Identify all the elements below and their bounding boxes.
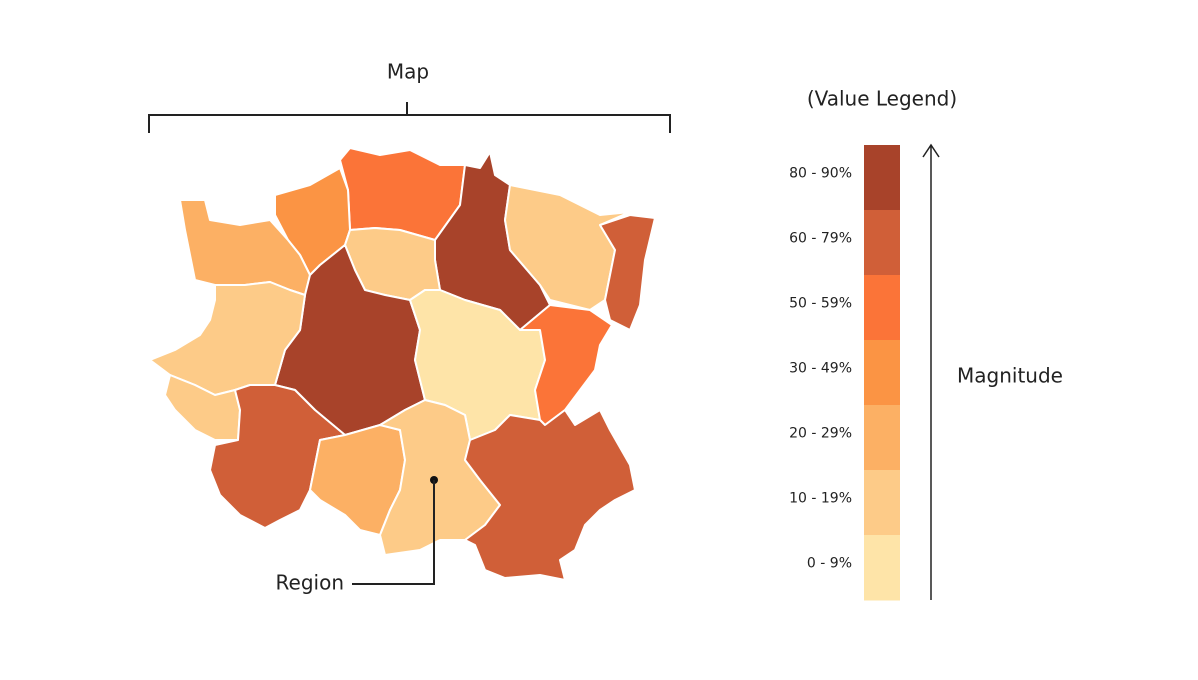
legend-label: 10 - 19%: [789, 491, 852, 507]
legend: 80 - 90% 60 - 79% 50 - 59% 30 - 49% 20 - 29%…: [789, 145, 900, 601]
callout-label: Region: [276, 571, 344, 595]
legend-swatch: [864, 405, 900, 471]
legend-swatch: [864, 275, 900, 341]
legend-axis-label: Magnitude: [957, 364, 1063, 388]
map-bracket: [148, 102, 671, 133]
legend-swatch: [864, 340, 900, 406]
map: [149, 147, 656, 581]
legend-label: 80 - 90%: [789, 166, 852, 182]
legend-swatch: [864, 470, 900, 536]
legend-label: 60 - 79%: [789, 231, 852, 247]
legend-swatch: [864, 145, 900, 211]
region: [464, 409, 636, 581]
legend-label: 20 - 29%: [789, 426, 852, 442]
legend-title: (Value Legend): [807, 87, 957, 111]
callout-line: [352, 480, 435, 585]
legend-swatch: [864, 535, 900, 601]
region: [599, 214, 656, 331]
legend-swatch: [864, 210, 900, 276]
region: [209, 384, 346, 529]
legend-label: 0 - 9%: [807, 556, 852, 572]
map-title: Map: [387, 60, 429, 84]
legend-label: 50 - 59%: [789, 296, 852, 312]
region: [519, 304, 613, 426]
legend-label: 30 - 49%: [789, 361, 852, 377]
magnitude-arrow: [922, 143, 940, 600]
